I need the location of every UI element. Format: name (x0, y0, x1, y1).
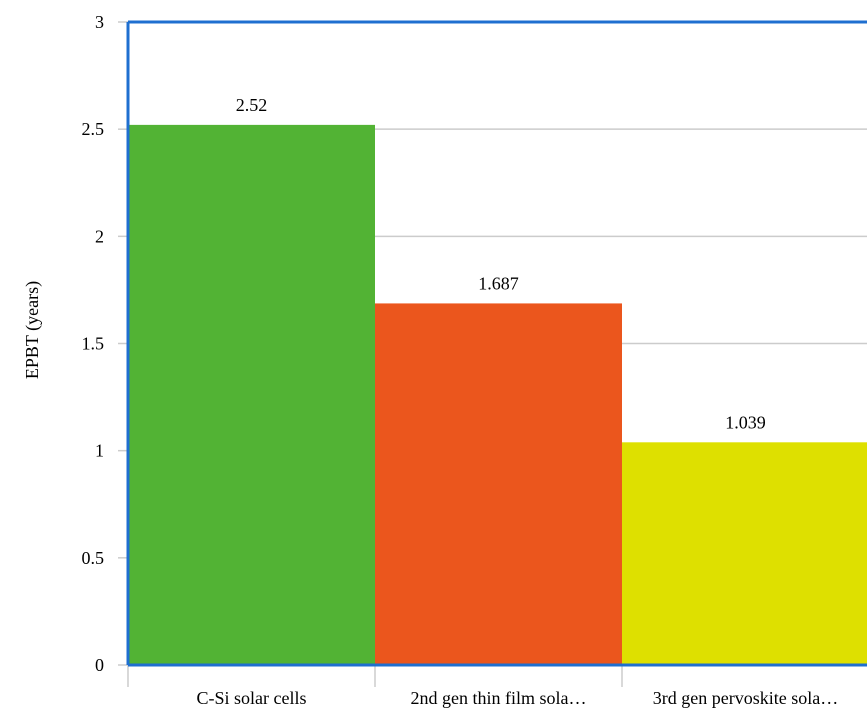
x-tick-label: 3rd gen pervoskite sola… (653, 688, 838, 708)
bars (128, 124, 867, 665)
y-tick-label: 2 (95, 226, 104, 246)
y-tick-label: 2.5 (82, 119, 105, 139)
y-tick-label: 0.5 (82, 548, 105, 568)
labels: 0 0.5 1 1.5 2 2.5 3 2.52 C-Si solar cells 1.687 2n… (82, 12, 839, 708)
bar (375, 303, 622, 665)
y-tick-label: 1.5 (82, 334, 105, 354)
bar (622, 442, 867, 665)
y-tick-label: 0 (95, 655, 104, 675)
x-tick-label: 2nd gen thin film sola… (411, 688, 587, 708)
bar-value-label: 1.687 (478, 273, 519, 293)
bar (128, 124, 375, 665)
axes (118, 20, 867, 687)
bar-value-label: 1.039 (725, 412, 766, 432)
y-tick-label: 3 (95, 12, 104, 32)
x-tick-label: C-Si solar cells (197, 688, 307, 708)
bar-value-label: 2.52 (236, 95, 268, 115)
y-axis-title: EPBT (years) (22, 281, 43, 379)
y-tick-label: 1 (95, 441, 104, 461)
